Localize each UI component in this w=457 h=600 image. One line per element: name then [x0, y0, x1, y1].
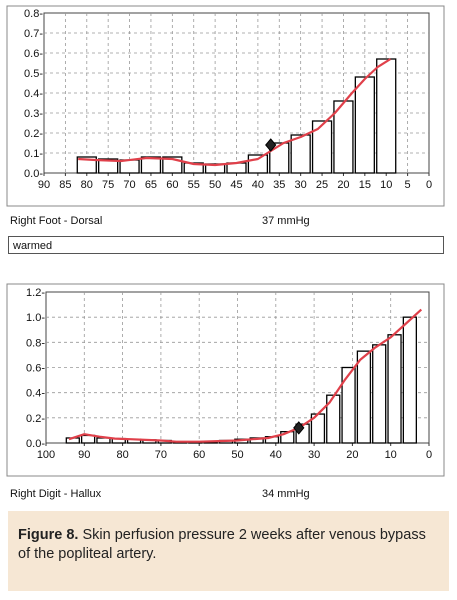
chart2-perfusion-curve	[68, 308, 423, 443]
chart2-y-tick-label: 0.6-	[26, 363, 45, 375]
chart1-y-tick-label: 0.8-	[24, 8, 43, 20]
chart2-x-tick-label: 20	[346, 449, 358, 461]
chart2-y-tick-label: 0.2-	[26, 413, 45, 425]
chart2-y-tick-label: 0.8-	[26, 337, 45, 349]
chart1-x-tick-label: 25	[316, 179, 328, 191]
chart1-y-tick-label: 0.5-	[24, 68, 43, 80]
chart1-x-tick-label: 5	[405, 179, 411, 191]
chart2-x-tick-label: 0	[426, 449, 432, 461]
chart2-y-tick-label: 0.4-	[26, 388, 45, 400]
chart1-bar	[76, 156, 97, 174]
chart2-bar	[356, 350, 372, 444]
chart1-x-tick-label: 10	[380, 179, 392, 191]
chart1-x-tick-label: 40	[252, 179, 264, 191]
bottom-chart: 0.0-0.2-0.4-0.6-0.8-1.0-1.2-100 90 80 70 60 5…	[6, 283, 445, 477]
chart2-bar	[372, 344, 387, 444]
chart1-outer-frame	[6, 5, 445, 207]
chart2-y-tick-label: 1.2-	[26, 287, 45, 299]
chart1-y-tick-label: 0.3-	[24, 108, 43, 120]
chart1-pressure-marker	[265, 138, 277, 152]
chart1-bar	[269, 142, 290, 174]
chart1-x-tick-label: 0	[426, 179, 432, 191]
chart1-bar	[290, 134, 311, 174]
chart2-x-tick-label: 100	[37, 449, 55, 461]
bottom-chart-panel: 0.0- 0.2- 0.4- 0.6- 0.8- 1.0- 1.2- 100 90 80 70 60 5…	[0, 280, 457, 505]
chart1-x-tick-label: 55	[188, 179, 200, 191]
chart1-bar	[119, 159, 140, 174]
chart2-x-tick-label: 60	[193, 449, 205, 461]
bottom-site-label: Right Digit - Hallux	[10, 488, 102, 500]
chart1-x-tick-label: 50	[209, 179, 221, 191]
chart1-x-tick-label: 15	[359, 179, 371, 191]
chart1-x-tick-label: 90	[38, 179, 50, 191]
chart2-bar	[402, 316, 418, 444]
chart1-x-tick-label: 30	[295, 179, 307, 191]
chart2-bar	[387, 334, 402, 444]
chart1-y-tick-label: 0.2-	[24, 128, 43, 140]
bottom-pressure-label: 34 mmHg	[262, 488, 310, 500]
top-note-box: warmed	[8, 236, 444, 254]
chart1-y-tick-label: 0.7-	[24, 28, 43, 40]
top-site-label: Right Foot - Dorsal	[10, 215, 103, 227]
figure-caption-text: Skin perfusion pressure 2 weeks after ve…	[18, 527, 426, 562]
chart2-x-tick-label: 30	[308, 449, 320, 461]
chart2-x-tick-label: 40	[270, 449, 282, 461]
chart1-y-tick-label: 0.6-	[24, 48, 43, 60]
top-chart: 0.0- 0.1- 0.2- 0.3- 0.4- 0.5- 0.6- 0.7- 0.8- 90 85…	[6, 5, 445, 207]
chart2-outer-frame	[6, 283, 445, 477]
chart1-x-tick-label: 85	[59, 179, 71, 191]
chart2-x-tick-label: 10	[385, 449, 397, 461]
chart1-x-tick-label: 75	[102, 179, 114, 191]
chart2-y-tick-label: 0.0-	[26, 438, 45, 450]
chart1-y-tick-label: 0.0-	[24, 168, 43, 180]
chart1-x-tick-label: 60	[166, 179, 178, 191]
chart1-bar	[354, 76, 375, 174]
chart1-bar	[98, 158, 119, 174]
chart1-bar	[376, 58, 397, 174]
chart1-x-tick-label: 35	[273, 179, 285, 191]
chart2-x-tick-label: 50	[231, 449, 243, 461]
chart1-x-tick-label: 45	[230, 179, 242, 191]
chart1-bar	[247, 154, 269, 174]
chart2-x-tick-label: 90	[78, 449, 90, 461]
chart2-bar	[341, 366, 356, 444]
top-pressure-label: 37 mmHg	[262, 215, 310, 227]
chart1-x-tick-label: 80	[81, 179, 93, 191]
chart1-perfusion-curve	[78, 58, 392, 167]
figure-caption-label: Figure 8.	[18, 527, 79, 543]
chart1-bar	[311, 120, 333, 174]
chart1-bar	[140, 156, 162, 174]
chart2-x-tick-label: 70	[155, 449, 167, 461]
chart1-bar	[333, 100, 354, 174]
top-chart-panel: 0.0- 0.1- 0.2- 0.3- 0.4- 0.5- 0.6- 0.7- 0.8- 90 85…	[0, 0, 457, 268]
chart2-pressure-marker	[293, 421, 305, 435]
chart1-x-tick-label: 65	[145, 179, 157, 191]
chart1-x-tick-label: 20	[337, 179, 349, 191]
chart1-y-tick-label: 0.4-	[24, 88, 43, 100]
chart1-y-tick-label: 0.1-	[24, 148, 43, 160]
chart2-x-tick-label: 80	[116, 449, 128, 461]
chart1-x-tick-label: 70	[123, 179, 135, 191]
chart2-y-tick-label: 1.0-	[26, 312, 45, 324]
figure-caption: Figure 8. Skin perfusion pressure 2 week…	[8, 511, 449, 591]
